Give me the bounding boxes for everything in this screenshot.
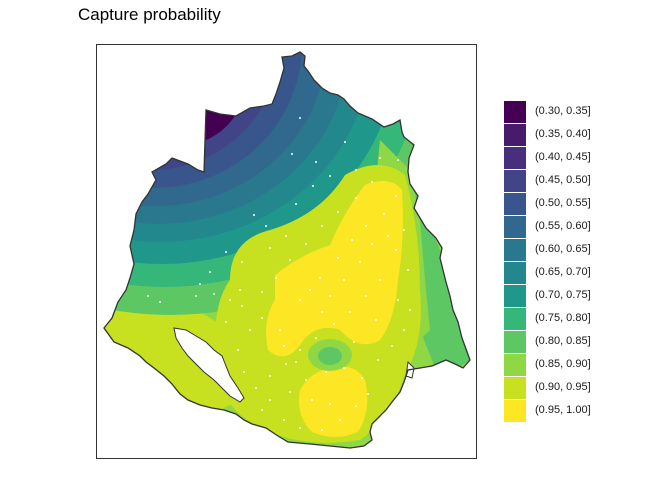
legend-item: (0.50, 0.55] [504,193,664,215]
legend-item: (0.35, 0.40] [504,124,664,146]
legend-label: (0.85, 0.90] [535,358,591,370]
legend-item: (0.60, 0.65] [504,239,664,261]
legend-label: (0.40, 0.45] [535,151,591,163]
legend-item: (0.55, 0.60] [504,216,664,238]
legend-swatch [504,239,526,261]
legend-label: (0.35, 0.40] [535,128,591,140]
legend-item: (0.40, 0.45] [504,147,664,169]
legend-swatch [504,216,526,238]
legend-swatch [504,400,526,422]
map-title: Capture probability [78,5,221,24]
legend-item: (0.85, 0.90] [504,354,664,376]
legend-item: (0.90, 0.95] [504,377,664,399]
legend-swatch [504,377,526,399]
legend-item: (0.30, 0.35] [504,101,664,123]
legend-swatch [504,124,526,146]
legend-item: (0.45, 0.50] [504,170,664,192]
legend-swatch [504,262,526,284]
legend-label: (0.30, 0.35] [535,105,591,117]
legend-label: (0.45, 0.50] [535,174,591,186]
legend-label: (0.65, 0.70] [535,266,591,278]
legend-swatch [504,331,526,353]
legend-swatch [504,147,526,169]
legend-label: (0.55, 0.60] [535,220,591,232]
contour-fills [104,52,470,448]
legend-swatch [504,285,526,307]
water-body [173,327,245,403]
legend-label: (0.70, 0.75] [535,289,591,301]
legend-swatch [504,354,526,376]
legend-label: (0.80, 0.85] [535,335,591,347]
legend-label: (0.50, 0.55] [535,197,591,209]
legend-label: (0.75, 0.80] [535,312,591,324]
legend-item: (0.70, 0.75] [504,285,664,307]
legend-swatch [504,101,526,123]
legend-item: (0.65, 0.70] [504,262,664,284]
detection-points [147,117,411,441]
legend-item: (0.75, 0.80] [504,308,664,330]
legend-item: (0.95, 1.00] [504,400,664,422]
legend-label: (0.90, 0.95] [535,381,591,393]
legend-label: (0.95, 1.00] [535,404,591,416]
legend-swatch [504,170,526,192]
legend-swatch [504,308,526,330]
legend-label: (0.60, 0.65] [535,243,591,255]
legend-item: (0.80, 0.85] [504,331,664,353]
legend-swatch [504,193,526,215]
